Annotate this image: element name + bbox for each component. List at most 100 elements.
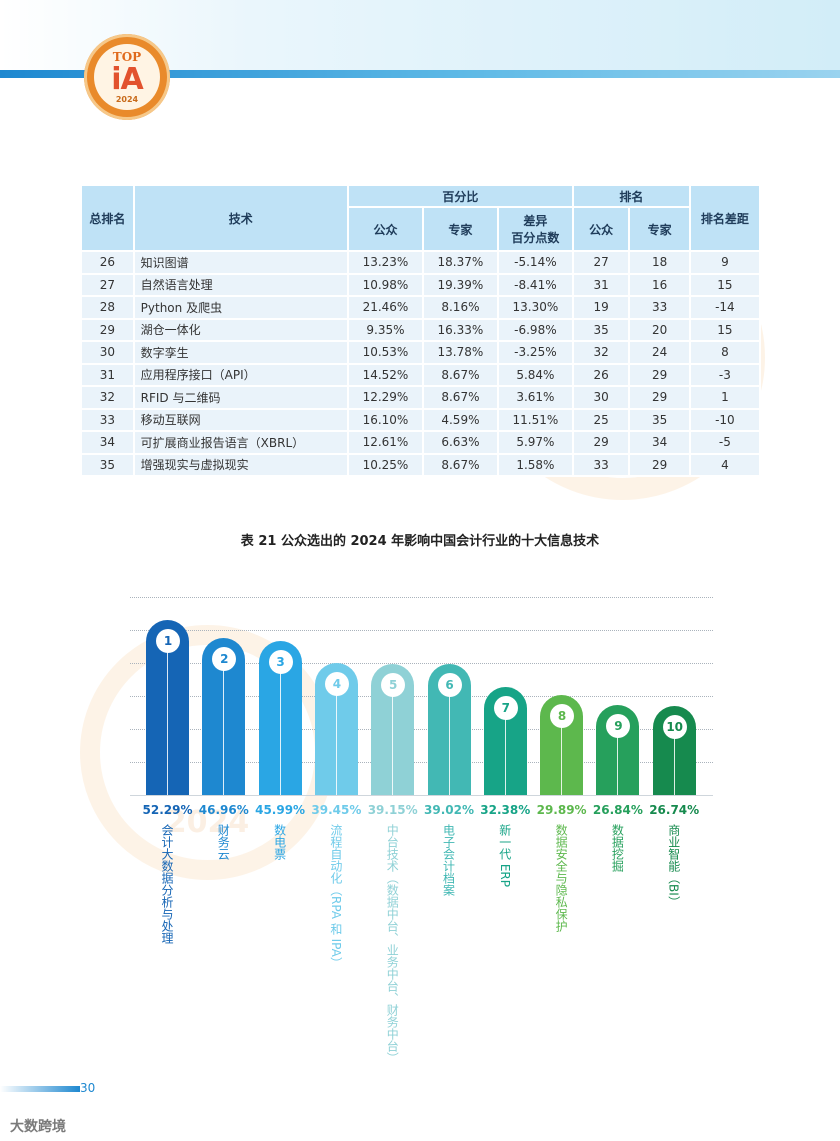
bar-center-line bbox=[673, 736, 675, 795]
cell-expert-pct: 4.59% bbox=[421, 407, 499, 432]
cell-public-rank: 25 bbox=[571, 407, 631, 432]
cell-overall-rank: 33 bbox=[80, 407, 135, 432]
cell-expert-pct: 8.67% bbox=[421, 452, 499, 477]
bar-center-line bbox=[335, 694, 337, 795]
cell-diff-points: -5.14% bbox=[496, 250, 574, 275]
cell-public-rank: 26 bbox=[571, 362, 631, 387]
bar-center-line bbox=[392, 695, 394, 795]
cell-public-rank: 29 bbox=[571, 430, 631, 455]
bar-5: 5 bbox=[371, 664, 415, 795]
brand-watermark: 大数跨境 bbox=[10, 1119, 66, 1135]
cell-public-rank: 35 bbox=[571, 317, 631, 342]
cell-rank-gap: 9 bbox=[688, 250, 762, 275]
logo-year-text: 2024 bbox=[115, 95, 139, 104]
cell-technology: Python 及爬虫 bbox=[132, 295, 349, 320]
cell-public-pct: 21.46% bbox=[346, 295, 424, 320]
header-bar bbox=[0, 70, 840, 78]
rank-badge: 5 bbox=[381, 673, 406, 698]
header-rank-gap: 排名差距 bbox=[688, 184, 762, 252]
ranking-table: 总排名 技术 百分比 排名 排名差距 公众 专家 差异 百分点数 公众 专家 2… bbox=[80, 184, 762, 477]
cell-expert-rank: 24 bbox=[628, 340, 691, 365]
category-label: 数据挖掘 bbox=[610, 824, 625, 872]
table-row: 35 增强现实与虚拟现实 10.25% 8.67% 1.58% 33 29 4 bbox=[80, 452, 762, 477]
page-number: 30 bbox=[80, 1081, 96, 1095]
cell-rank-gap: 4 bbox=[688, 452, 762, 477]
gridline bbox=[130, 762, 713, 763]
header-diff-line2: 百分点数 bbox=[511, 231, 560, 245]
bar-9: 9 bbox=[596, 705, 640, 795]
cell-public-pct: 10.98% bbox=[346, 272, 424, 297]
bar-center-line bbox=[504, 717, 506, 795]
cell-rank-gap: 15 bbox=[688, 317, 762, 342]
table-row: 28 Python 及爬虫 21.46% 8.16% 13.30% 19 33 -14 bbox=[80, 295, 762, 320]
cell-expert-pct: 6.63% bbox=[421, 430, 499, 455]
cell-public-pct: 10.25% bbox=[346, 452, 424, 477]
bar-center-line bbox=[448, 695, 450, 795]
bar-3: 3 bbox=[258, 641, 302, 795]
cell-technology: 增强现实与虚拟现实 bbox=[132, 452, 349, 477]
cell-expert-rank: 16 bbox=[628, 272, 691, 297]
cell-public-rank: 19 bbox=[571, 295, 631, 320]
header-overall-rank: 总排名 bbox=[80, 184, 135, 252]
cell-expert-pct: 8.16% bbox=[421, 295, 499, 320]
cell-public-pct: 10.53% bbox=[346, 340, 424, 365]
cell-overall-rank: 30 bbox=[80, 340, 135, 365]
header-rank-group: 排名 bbox=[571, 184, 691, 208]
rank-badge: 1 bbox=[156, 629, 180, 654]
value-label: 39.02% bbox=[424, 803, 474, 817]
cell-overall-rank: 29 bbox=[80, 317, 135, 342]
cell-technology: 湖仓一体化 bbox=[132, 317, 349, 342]
cell-overall-rank: 31 bbox=[80, 362, 135, 387]
value-label: 52.29% bbox=[142, 803, 193, 817]
bar-1: 1 bbox=[146, 620, 189, 795]
cell-overall-rank: 34 bbox=[80, 430, 135, 455]
cell-expert-rank: 35 bbox=[628, 407, 691, 432]
bar-center-line bbox=[279, 672, 281, 795]
cell-rank-gap: 1 bbox=[688, 385, 762, 410]
cell-rank-gap: -14 bbox=[688, 295, 762, 320]
cell-expert-rank: 29 bbox=[628, 362, 691, 387]
cell-public-rank: 27 bbox=[571, 250, 631, 275]
rank-badge: 8 bbox=[550, 704, 575, 729]
cell-public-pct: 12.61% bbox=[346, 430, 424, 455]
cell-public-pct: 16.10% bbox=[346, 407, 424, 432]
cell-overall-rank: 32 bbox=[80, 385, 135, 410]
rank-badge: 2 bbox=[212, 646, 237, 671]
cell-expert-pct: 13.78% bbox=[421, 340, 499, 365]
table-caption: 表 21 公众选出的 2024 年影响中国会计行业的十大信息技术 bbox=[240, 534, 600, 549]
cell-expert-pct: 8.67% bbox=[421, 385, 499, 410]
value-label: 39.45% bbox=[311, 803, 362, 817]
rank-badge: 6 bbox=[437, 673, 462, 698]
rank-badge: 4 bbox=[324, 672, 349, 697]
rank-badge: 9 bbox=[606, 714, 631, 739]
cell-technology: RFID 与二维码 bbox=[132, 385, 349, 410]
cell-rank-gap: -10 bbox=[688, 407, 762, 432]
header-public-rank: 公众 bbox=[571, 206, 631, 252]
cell-overall-rank: 35 bbox=[80, 452, 135, 477]
cell-diff-points: 1.58% bbox=[496, 452, 574, 477]
cell-expert-pct: 16.33% bbox=[421, 317, 499, 342]
cell-expert-pct: 19.39% bbox=[421, 272, 499, 297]
cell-public-rank: 33 bbox=[571, 452, 631, 477]
logo-inner: TOP iA 2024 bbox=[94, 44, 160, 110]
cell-overall-rank: 28 bbox=[80, 295, 135, 320]
cell-rank-gap: -3 bbox=[688, 362, 762, 387]
cell-diff-points: 5.84% bbox=[496, 362, 574, 387]
cell-diff-points: -6.98% bbox=[496, 317, 574, 342]
bar-2: 2 bbox=[202, 637, 246, 795]
cell-expert-pct: 8.67% bbox=[421, 362, 499, 387]
cell-public-pct: 13.23% bbox=[346, 250, 424, 275]
bar-7: 7 bbox=[483, 686, 527, 795]
cell-diff-points: -3.25% bbox=[496, 340, 574, 365]
header-public: 公众 bbox=[346, 206, 424, 252]
cell-overall-rank: 26 bbox=[80, 250, 135, 275]
header-percentage: 百分比 bbox=[346, 184, 574, 208]
footer-bar bbox=[0, 1086, 80, 1092]
cell-diff-points: 3.61% bbox=[496, 385, 574, 410]
table-row: 34 可扩展商业报告语言（XBRL） 12.61% 6.63% 5.97% 29 34 -5 bbox=[80, 430, 762, 455]
value-label: 39.15% bbox=[367, 803, 418, 817]
value-label: 29.89% bbox=[536, 803, 587, 817]
value-label: 26.74% bbox=[649, 803, 700, 817]
top-ia-logo: TOP iA 2024 bbox=[84, 34, 170, 120]
